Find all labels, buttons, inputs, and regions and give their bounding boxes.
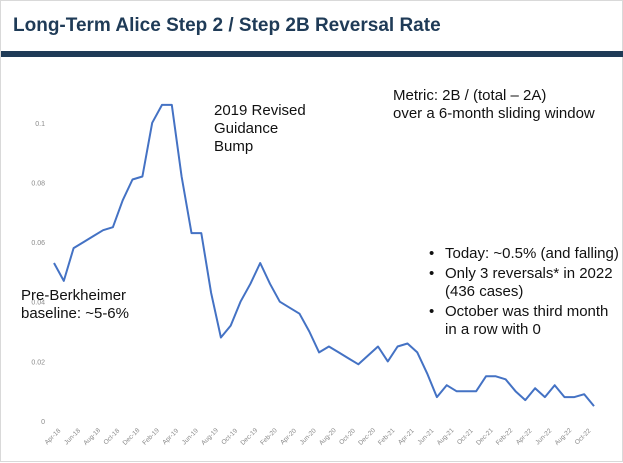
x-tick-label: Oct-20 (338, 427, 357, 446)
x-tick-label: Oct-19 (220, 427, 239, 446)
x-tick-label: Aug-22 (554, 427, 574, 447)
findings-list: Today: ~0.5% (and falling) Only 3 revers… (429, 245, 619, 341)
x-tick-label: Jun-18 (63, 427, 82, 446)
peak-annotation-line: 2019 Revised (214, 102, 306, 119)
x-tick-label: Apr-22 (515, 427, 534, 446)
x-tick-label: Feb-19 (141, 427, 161, 447)
x-tick-label: Aug-18 (82, 427, 102, 447)
x-tick-label: Dec-18 (122, 427, 142, 447)
finding-item: October was third month in a row with 0 (429, 303, 619, 339)
y-tick-label: 0 (41, 419, 45, 426)
x-tick-label: Aug-19 (200, 427, 220, 447)
y-tick-label: 0.1 (35, 121, 45, 128)
finding-item: Today: ~0.5% (and falling) (429, 245, 619, 263)
x-tick-label: Apr-20 (279, 427, 298, 446)
y-tick-label: 0.06 (31, 240, 45, 247)
peak-annotation-line: Bump (214, 138, 254, 155)
x-tick-label: Jun-20 (299, 427, 318, 446)
peak-annotation: 2019 Revised Guidance Bump (214, 102, 306, 156)
series-layer (53, 103, 595, 407)
x-tick-label: Apr-19 (161, 427, 180, 446)
finding-item: Only 3 reversals* in 2022 (436 cases) (429, 265, 619, 301)
x-tick-label: Dec-19 (239, 427, 259, 447)
x-tick-label: Feb-20 (259, 427, 279, 447)
y-tick-label: 0.04 (31, 300, 45, 307)
x-tick-label: Oct-22 (574, 427, 593, 446)
y-tick-label: 0.08 (31, 180, 45, 187)
x-tick-label: Oct-18 (102, 427, 121, 446)
metric-note-line: over a 6-month sliding window (393, 105, 595, 122)
x-tick-label: Jun-22 (534, 427, 553, 446)
slide-title: Long-Term Alice Step 2 / Step 2B Reversa… (13, 15, 441, 36)
baseline-annotation-line: Pre-Berkheimer (21, 287, 127, 304)
x-tick-label: Apr-18 (44, 427, 63, 446)
x-tick-label: Feb-22 (495, 427, 515, 447)
x-tick-label: Apr-21 (397, 427, 416, 446)
reversal-rate-line (53, 103, 595, 407)
y-axis: 0 0.02 0.04 0.06 0.08 0.1 (31, 121, 45, 426)
x-tick-label: Dec-21 (475, 427, 495, 447)
y-tick-label: 0.02 (31, 359, 45, 366)
baseline-annotation-line: baseline: ~5-6% (21, 305, 129, 322)
x-axis: Apr-18 Jun-18 Aug-18 Oct-18 Dec-18 Feb-19 Apr-… (44, 427, 593, 447)
peak-annotation-line: Guidance (214, 120, 279, 137)
metric-note-line: Metric: 2B / (total – 2A) (393, 87, 547, 104)
x-tick-label: Feb-21 (377, 427, 397, 447)
x-tick-label: Dec-20 (357, 427, 377, 447)
x-tick-label: Jun-19 (181, 427, 200, 446)
metric-note: Metric: 2B / (total – 2A) over a 6-month… (393, 87, 595, 123)
x-tick-label: Jun-21 (417, 427, 436, 446)
x-tick-label: Aug-21 (436, 427, 456, 447)
x-tick-label: Oct-21 (456, 427, 475, 446)
title-rule (1, 51, 623, 57)
x-tick-label: Aug-20 (318, 427, 338, 447)
baseline-annotation: Pre-Berkheimer baseline: ~5-6% (21, 287, 129, 323)
